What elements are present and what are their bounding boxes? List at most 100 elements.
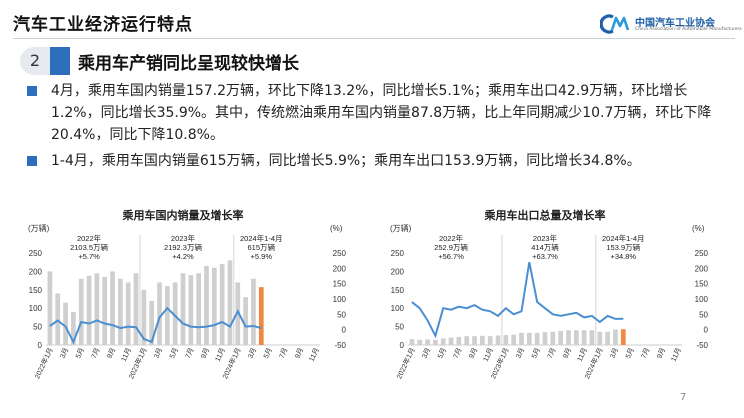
right-tick-label: 0 <box>342 326 347 335</box>
x-tick-label: 11月 <box>120 346 133 362</box>
right-tick-label: -50 <box>696 341 708 350</box>
growth-rate-line <box>49 306 262 345</box>
annotation-text: +5.7% <box>78 252 100 261</box>
bar <box>157 282 162 345</box>
bar <box>519 332 524 345</box>
bullet-list: 4月，乘用车国内销量157.2万辆，环比下降13.2%，同比增长5.1%；乘用车… <box>25 80 725 176</box>
bar <box>605 331 610 345</box>
annotation-text: 414万辆 <box>531 242 559 252</box>
x-tick-label: 5月 <box>436 346 448 359</box>
bar <box>86 275 92 345</box>
bar <box>164 286 170 345</box>
bullet-item: 1-4月，乘用车国内销量615万辆，同比增长5.9%；乘用车出口153.9万辆，… <box>25 150 725 172</box>
bar <box>503 335 509 345</box>
left-tick-label: 100 <box>29 304 43 313</box>
annotation-text: 2022年 <box>77 233 102 243</box>
bar <box>211 267 217 345</box>
section-number: 2 <box>20 47 50 75</box>
x-tick-label: 5月 <box>168 346 180 359</box>
right-tick-label: 50 <box>337 310 346 319</box>
bar <box>613 329 618 345</box>
bar <box>597 331 603 345</box>
x-tick-label: 11月 <box>670 346 683 362</box>
bar <box>172 282 178 345</box>
bar <box>409 339 415 345</box>
bar <box>472 336 477 345</box>
bar <box>102 276 108 345</box>
bar <box>235 282 241 345</box>
x-tick-label: 7月 <box>90 346 102 359</box>
bar <box>47 271 53 345</box>
logo-name: 中国汽车工业协会 <box>635 18 715 29</box>
bar <box>448 337 454 345</box>
bar <box>480 335 485 345</box>
page-title: 汽车工业经济运行特点 <box>13 15 193 35</box>
bar <box>227 260 233 345</box>
bar <box>141 289 147 345</box>
x-tick-label: 7月 <box>546 346 558 359</box>
growth-rate-line <box>411 262 624 339</box>
bar <box>55 293 61 345</box>
left-tick-label: 0 <box>38 341 43 350</box>
bar <box>417 339 423 345</box>
right-tick-label: 200 <box>695 264 709 273</box>
bar <box>456 336 462 345</box>
right-tick-label: 100 <box>333 295 347 304</box>
bar <box>573 330 579 345</box>
x-tick-label: 9月 <box>467 346 479 359</box>
logo-subtitle: China Association of Automobile Manufact… <box>635 27 742 32</box>
x-tick-label: 2022年1月 <box>394 346 416 380</box>
bar <box>78 278 84 345</box>
x-tick-label: 9月 <box>655 346 667 359</box>
left-tick-label: 100 <box>391 304 405 313</box>
export-chart: 乘用车出口总量及增长率 (万辆) (%) 0 50 100 150 200 250 -50 0 50 1… <box>382 205 726 405</box>
annotation-text: 2022年 <box>439 233 464 243</box>
bar <box>149 300 155 345</box>
left-tick-label: 250 <box>391 249 405 258</box>
right-tick-label: 250 <box>695 249 709 258</box>
bar <box>425 339 430 345</box>
x-tick-label: 3月 <box>246 346 258 359</box>
annotation-text: +56.7% <box>438 252 464 261</box>
bar <box>133 273 139 345</box>
bar <box>94 273 100 345</box>
domestic-sales-chart: 乘用车国内销量及增长率 (万辆) (%) 0 50 100 150 200 250 -50 0 50 1… <box>20 205 364 405</box>
x-tick-label: 5月 <box>624 346 636 359</box>
x-tick-label: 9月 <box>199 346 211 359</box>
bar <box>550 331 556 345</box>
annotation-text: 2023年 <box>533 233 558 243</box>
chart-svg: 乘用车国内销量及增长率 (万辆) (%) 0 50 100 150 200 250 -50 0 50 1… <box>28 208 347 380</box>
bar <box>620 329 626 345</box>
bullet-square-icon <box>27 86 37 96</box>
bar <box>433 339 438 345</box>
x-tick-label: 9月 <box>561 346 573 359</box>
left-tick-label: 0 <box>400 341 405 350</box>
bar <box>110 271 115 345</box>
bar <box>204 265 209 345</box>
section-accent-bar <box>50 47 70 75</box>
right-axis-unit: (%) <box>692 224 705 233</box>
right-tick-label: 150 <box>333 280 347 289</box>
bar <box>558 331 564 345</box>
bar <box>188 275 194 345</box>
x-tick-label: 3月 <box>608 346 620 359</box>
left-tick-label: 250 <box>29 249 43 258</box>
bar <box>464 336 470 345</box>
bar <box>125 282 131 345</box>
annotation-text: 252.9万辆 <box>434 242 468 252</box>
right-tick-label: 250 <box>333 249 347 258</box>
bar <box>243 297 248 345</box>
right-tick-label: 100 <box>695 295 709 304</box>
x-tick-label: 3月 <box>421 346 433 359</box>
x-tick-label: 7月 <box>278 346 290 359</box>
bar <box>589 330 595 345</box>
left-tick-label: 200 <box>391 267 405 276</box>
x-tick-label: 11月 <box>482 346 495 362</box>
annotation-text: +34.8% <box>610 252 636 261</box>
x-tick-label: 5月 <box>262 346 274 359</box>
annotation-text: +5.9% <box>251 252 273 261</box>
annotation-text: 2024年1-4月 <box>602 233 645 243</box>
x-tick-label: 11月 <box>576 346 589 362</box>
x-tick-label: 5月 <box>74 346 86 359</box>
x-tick-label: 11月 <box>214 346 227 362</box>
